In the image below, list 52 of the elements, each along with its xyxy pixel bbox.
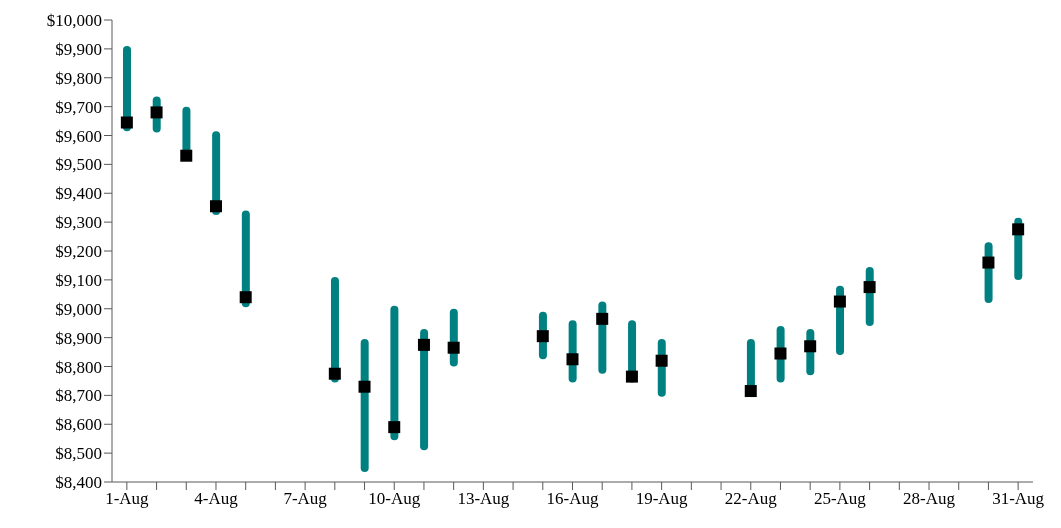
point	[744, 385, 757, 398]
y-tick-label: $9,200	[55, 242, 102, 262]
x-tick-label: 1-Aug	[105, 489, 150, 509]
y-tick-label: $9,600	[55, 126, 102, 146]
point	[566, 353, 579, 366]
x-tick-label: 31-Aug	[992, 489, 1045, 509]
x-tick-label: 22-Aug	[724, 489, 778, 509]
y-tick-label: $9,300	[55, 213, 102, 233]
point	[328, 367, 341, 380]
point	[1012, 223, 1025, 236]
point	[239, 291, 252, 304]
point	[655, 354, 668, 367]
y-tick-label: $9,500	[55, 155, 102, 175]
point	[180, 149, 193, 162]
y-tick-label: $8,500	[55, 444, 102, 464]
point	[804, 340, 817, 353]
y-tick-label: $9,100	[55, 270, 102, 290]
point	[358, 380, 371, 393]
point	[120, 116, 133, 129]
point	[596, 312, 609, 325]
y-tick-label: $8,700	[55, 386, 102, 406]
point	[833, 295, 846, 308]
point	[982, 256, 995, 269]
y-tick-label: $10,000	[46, 11, 102, 31]
point	[536, 330, 549, 343]
point	[447, 341, 460, 354]
point	[625, 370, 638, 383]
x-tick-label: 19-Aug	[635, 489, 689, 509]
x-tick-label: 4-Aug	[194, 489, 239, 509]
bar	[360, 339, 369, 472]
y-tick-label: $8,600	[55, 415, 102, 435]
y-tick-label: $9,900	[55, 39, 102, 59]
point	[774, 347, 787, 360]
point	[388, 421, 401, 434]
x-tick-label: 28-Aug	[903, 489, 956, 509]
y-tick-label: $9,700	[55, 97, 102, 117]
x-tick-label: 25-Aug	[813, 489, 867, 509]
y-tick-label: $8,400	[55, 473, 102, 493]
bar	[420, 328, 429, 451]
point	[863, 281, 876, 294]
point	[417, 338, 430, 351]
x-tick-label: 7-Aug	[283, 489, 328, 509]
y-tick-label: $9,800	[55, 68, 102, 88]
y-tick-label: $8,900	[55, 328, 102, 348]
x-tick-label: 16-Aug	[546, 489, 599, 509]
x-tick-label: 10-Aug	[368, 489, 421, 509]
point	[150, 106, 163, 119]
y-tick-label: $9,000	[55, 299, 102, 319]
point	[209, 200, 222, 213]
x-tick-label: 13-Aug	[457, 489, 510, 509]
y-tick-label: $9,400	[55, 184, 102, 204]
y-tick-label: $8,800	[55, 357, 102, 377]
